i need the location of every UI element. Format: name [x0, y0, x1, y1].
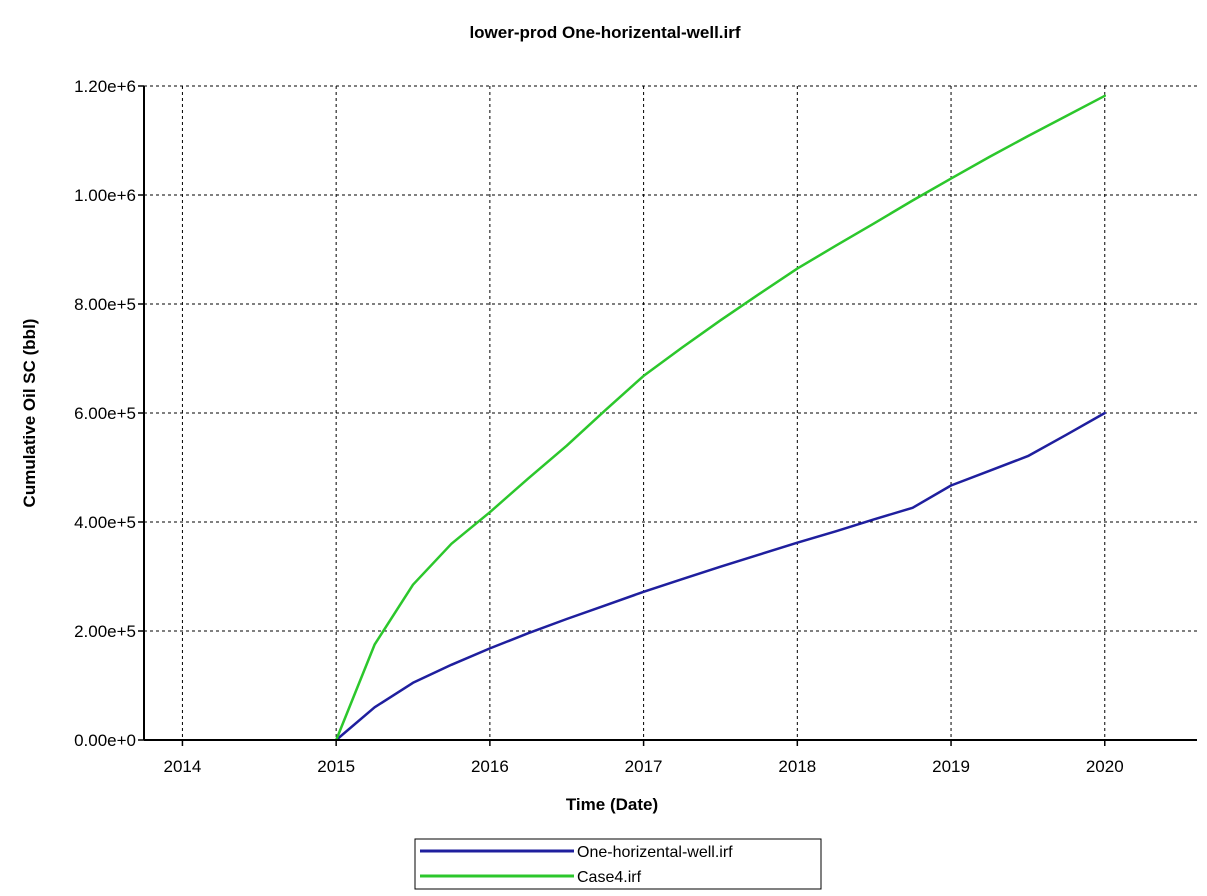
x-tick-label: 2017: [625, 757, 663, 776]
x-tick-label: 2016: [471, 757, 509, 776]
y-tick-label: 2.00e+5: [74, 622, 136, 641]
series-line-1: [334, 94, 1107, 742]
y-axis-label: Cumulative Oil SC (bbl): [20, 319, 39, 508]
x-tick-label: 2019: [932, 757, 970, 776]
y-tick-label: 1.20e+6: [74, 77, 136, 96]
legend-label-one-horizental-well: One-horizental-well.irf: [577, 844, 733, 861]
legend-label-case4: Case4.irf: [577, 869, 642, 886]
x-tick-label: 2020: [1086, 757, 1124, 776]
x-tick-label: 2014: [164, 757, 202, 776]
y-tick-label: 8.00e+5: [74, 295, 136, 314]
series-layer: [334, 94, 1107, 742]
series-line-0: [334, 411, 1107, 742]
legend: One-horizental-well.irf Case4.irf: [414, 838, 822, 890]
y-tick-label: 0.00e+0: [74, 731, 136, 750]
y-tick-label: 4.00e+5: [74, 513, 136, 532]
y-tick-label: 1.00e+6: [74, 186, 136, 205]
chart-title: lower-prod One-horizental-well.irf: [469, 23, 740, 42]
x-tick-label: 2018: [778, 757, 816, 776]
x-axis-label: Time (Date): [566, 795, 658, 814]
y-tick-label: 6.00e+5: [74, 404, 136, 423]
legend-box: [414, 838, 822, 890]
y-ticks: 0.00e+0 2.00e+5 4.00e+5 6.00e+5 8.00e+5 1.00e…: [74, 77, 144, 750]
x-tick-label: 2015: [317, 757, 355, 776]
grid: [144, 85, 1197, 740]
x-ticks: 2014 2015 2016 2017 2018 2019 2020: [164, 740, 1124, 776]
